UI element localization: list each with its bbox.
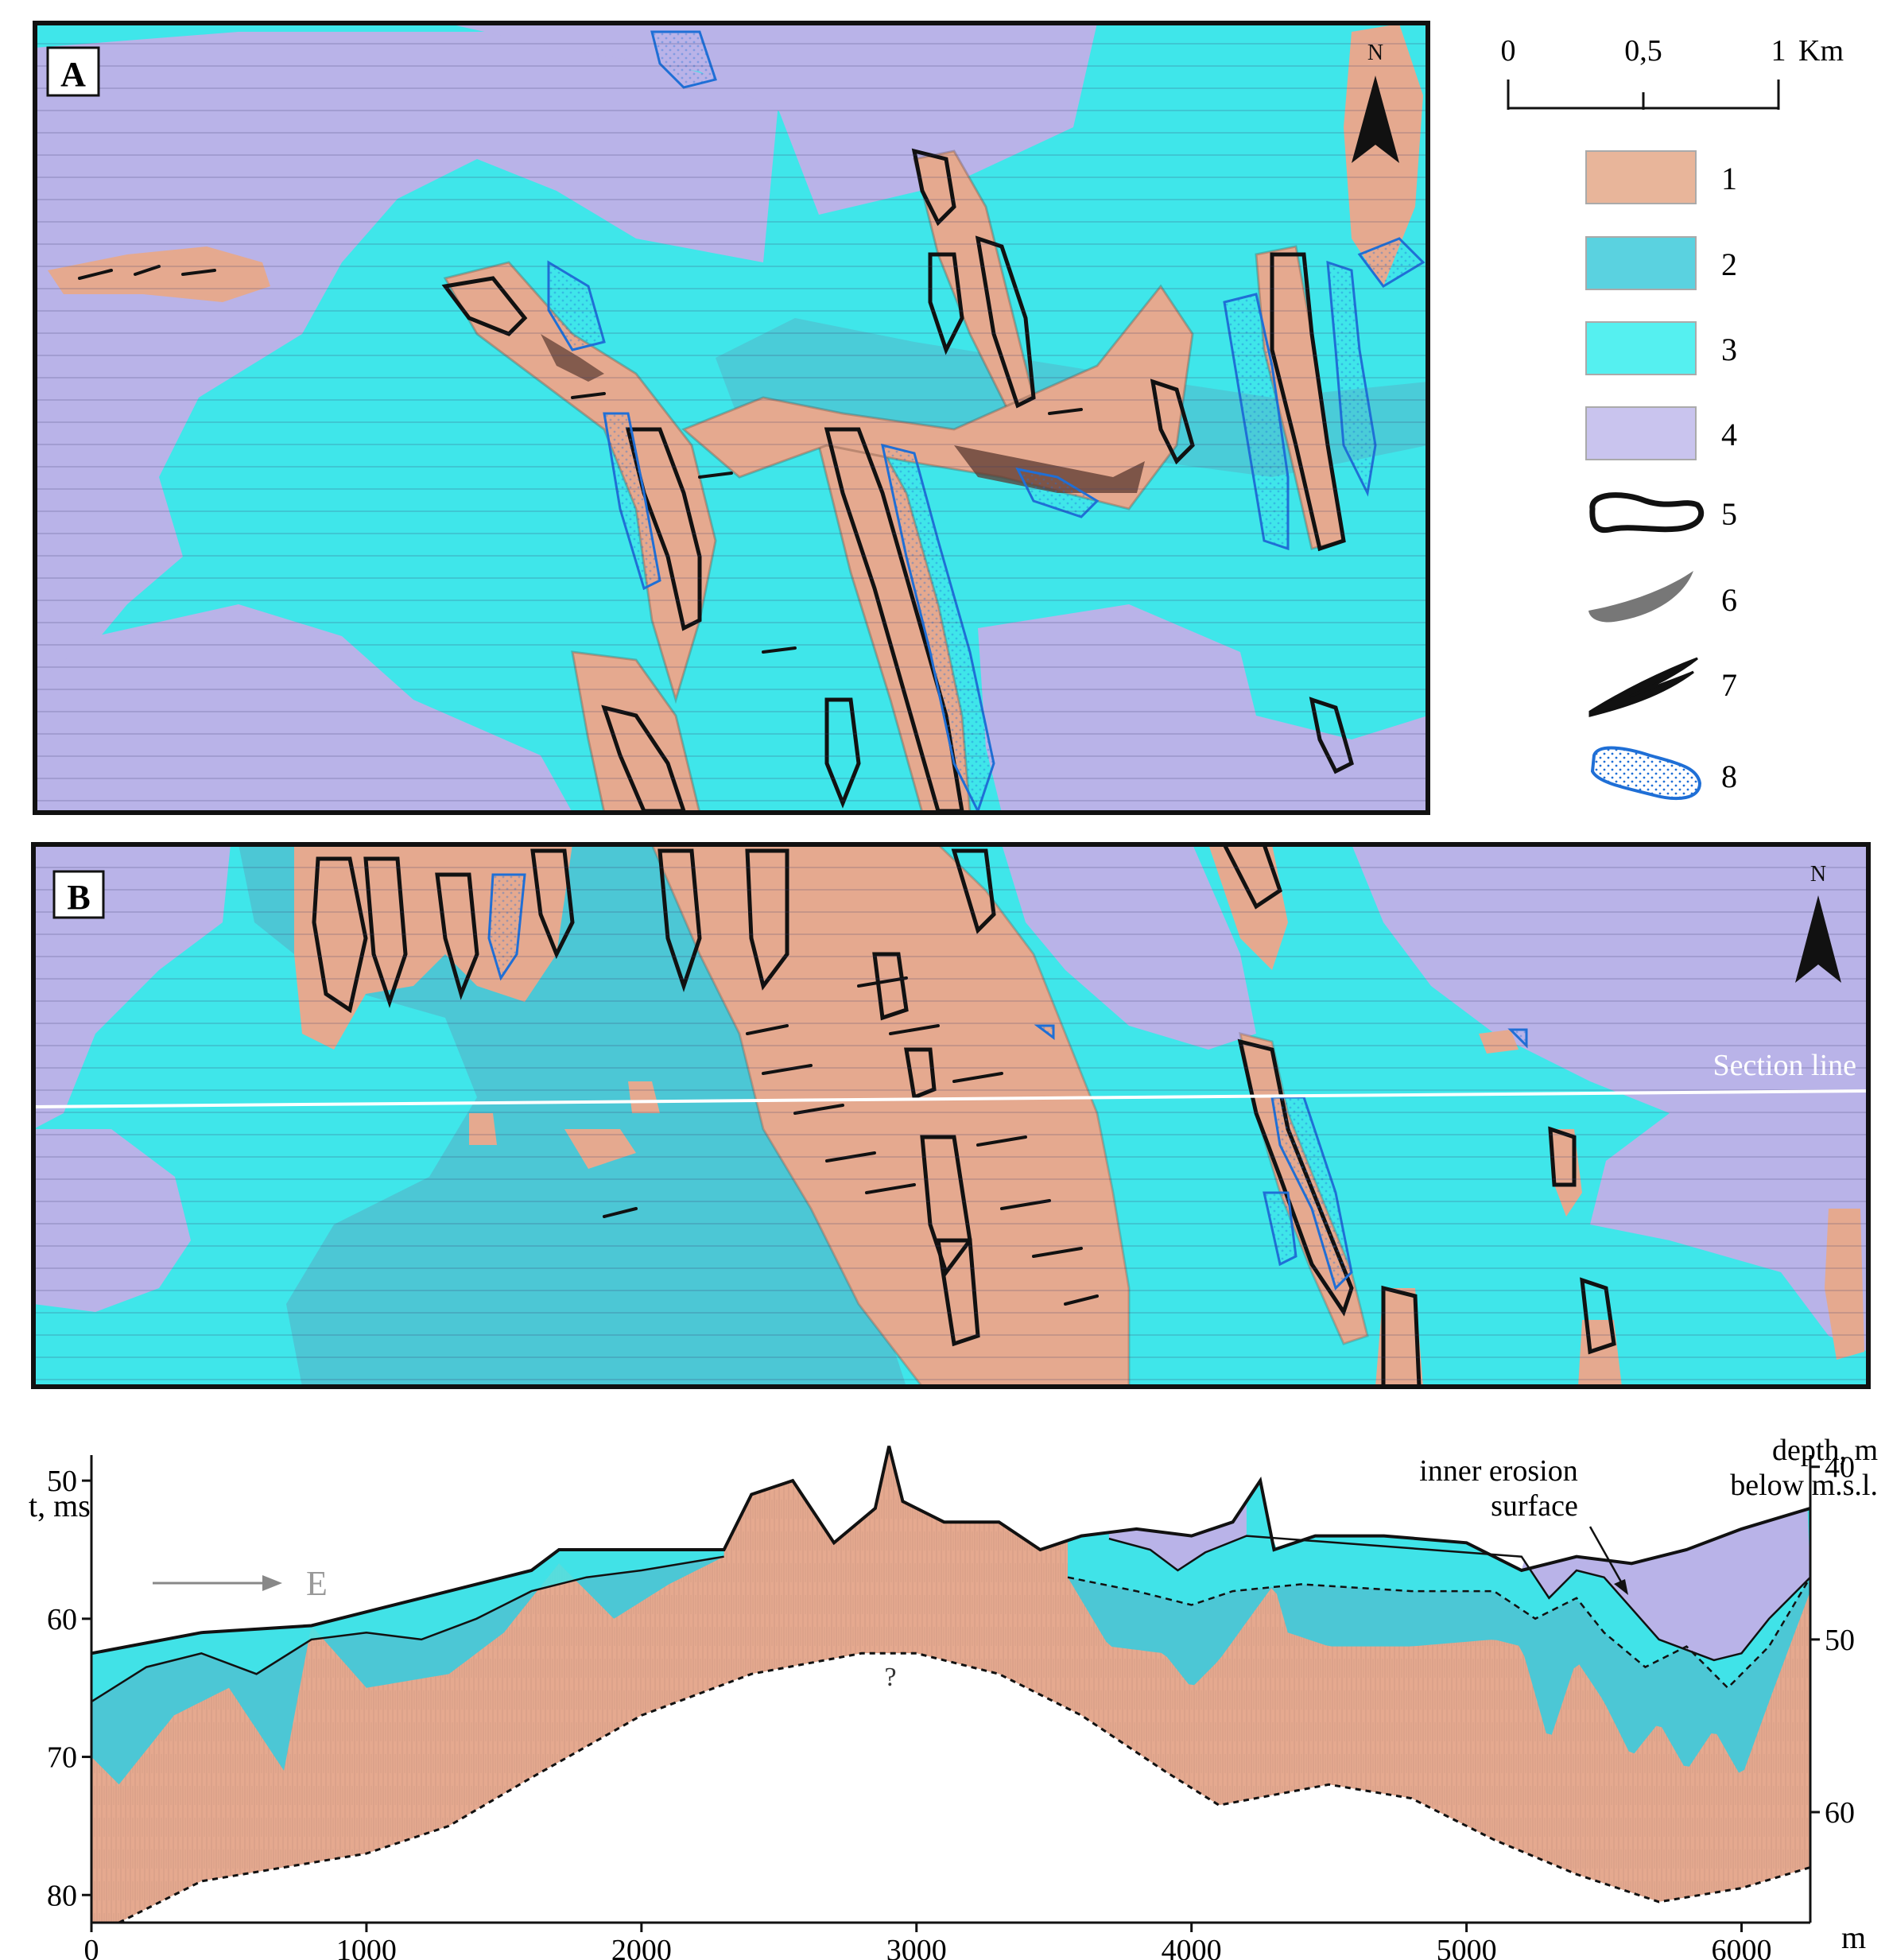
- annotation-pointer: [1588, 1526, 1627, 1591]
- legend-swatch-2: [1585, 236, 1697, 290]
- horizon-base-unit4: [1108, 1535, 1811, 1662]
- x-axis-unit-label: m: [1841, 1919, 1866, 1955]
- horizon-seafloor: [91, 1446, 1811, 1655]
- x-tick-label-6000: 6000: [1712, 1934, 1772, 1960]
- legend-label-3: 3: [1721, 332, 1737, 367]
- legend-label-8: 8: [1721, 759, 1737, 794]
- y-left-tick-label-80: 80: [47, 1879, 77, 1912]
- seismic-section-chart: 0 1000 2000 3000 4000 5000 600050607080405060 …: [29, 1434, 1878, 1960]
- horizon-acoustic-basement: [118, 1651, 1811, 1924]
- x-tick-label-5000: 5000: [1437, 1934, 1497, 1960]
- x-tick-label-0: 0: [84, 1934, 99, 1960]
- x-tick-label-2000: 2000: [611, 1934, 672, 1960]
- unit4-east-b: [1521, 1508, 1810, 1660]
- legend-label-2: 2: [1721, 246, 1737, 282]
- legend-stroke-symbol: [1588, 657, 1698, 717]
- y-right-tick-label-60: 60: [1825, 1796, 1855, 1830]
- panel-b-north-label: N: [1810, 862, 1826, 887]
- scale-tick-0: 0: [1501, 34, 1516, 68]
- section-layers: [91, 1446, 1810, 1923]
- y-right-tick-label-40: 40: [1825, 1451, 1855, 1485]
- legend-dotted-outline-symbol: [1590, 746, 1702, 801]
- scale-tick-1: 1: [1771, 34, 1786, 68]
- annotation-pointer-head: [1614, 1579, 1628, 1595]
- y-axis-right-label-line2: below m.s.l.: [1730, 1469, 1878, 1502]
- panel-b-map: Section line B N: [33, 844, 1868, 1387]
- scale-tick-half: 0,5: [1624, 34, 1662, 68]
- section-horizons: [91, 1446, 1812, 1924]
- legend-crescent-symbol: [1588, 571, 1693, 623]
- panel-b-hillshade-lines: [33, 844, 1868, 1387]
- legend-outline-symbol: [1589, 492, 1705, 534]
- legend-label-7: 7: [1721, 667, 1737, 703]
- y-left-tick-label-60: 60: [47, 1603, 77, 1636]
- legend-label-5: 5: [1721, 496, 1737, 532]
- y-axis-right-label-line1: depth, m: [1772, 1434, 1878, 1467]
- y-axis-left-label: t, ms: [29, 1488, 91, 1523]
- legend-label-4: 4: [1721, 417, 1737, 452]
- panel-b-label-box: [52, 870, 105, 919]
- y-left-tick-label-70: 70: [47, 1741, 77, 1775]
- panel-a-hillshade-lines: [35, 23, 1428, 813]
- legend-swatch-4: [1585, 406, 1697, 460]
- section-axes: 0 1000 2000 3000 4000 5000 6000 50 60 70 80 40 50 60: [47, 1451, 1855, 1960]
- legend-label-1: 1: [1721, 161, 1737, 196]
- unit3-west: [91, 1550, 724, 1702]
- panel-b-label: B: [67, 878, 90, 917]
- y-left-tick-label-50: 50: [47, 1465, 77, 1498]
- panel-b-section-line-label: Section line: [1713, 1049, 1856, 1082]
- panel-a-frame: [33, 21, 1430, 815]
- scale-bar: 0 0,5 1 Km: [1501, 34, 1844, 110]
- scale-unit: Km: [1798, 34, 1844, 68]
- east-arrow-label: E: [306, 1564, 328, 1603]
- annotation-inner-erosion-line1: inner erosion: [1419, 1454, 1577, 1488]
- horizon-top-unit2: [91, 1555, 724, 1703]
- x-tick-label-3000: 3000: [886, 1934, 947, 1960]
- panel-b-frame: [31, 842, 1871, 1389]
- x-tick-label-1000: 1000: [336, 1934, 397, 1960]
- panel-a-label: A: [60, 55, 86, 94]
- y-right-tick-label-50: 50: [1825, 1624, 1855, 1657]
- panel-b-north-arrow-icon: [1795, 895, 1841, 983]
- legend-label-6: 6: [1721, 582, 1737, 618]
- legend-swatch-1: [1585, 150, 1697, 204]
- horizon-inner-erosion-surface: [1067, 1576, 1812, 1690]
- panel-b-section-line: [33, 1089, 1868, 1108]
- east-arrow-head-icon: [262, 1575, 282, 1591]
- unit2-west: [91, 1550, 724, 1785]
- below-basement-blank: [118, 1653, 1810, 1923]
- panel-a-label-box: [46, 46, 100, 97]
- panel-a-north-arrow-icon: [1352, 76, 1399, 163]
- legend-swatch-3: [1585, 321, 1697, 375]
- x-tick-label-4000: 4000: [1162, 1934, 1222, 1960]
- legend: 1 2 3 4 5 6 7 8: [1585, 150, 1737, 801]
- annotation-inner-erosion-line2: surface: [1491, 1489, 1578, 1523]
- panel-a-north-label: N: [1367, 41, 1383, 65]
- unknown-marker: ?: [884, 1663, 896, 1692]
- unit3-east: [1068, 1481, 1810, 1688]
- panel-a-map: A N: [35, 23, 1428, 813]
